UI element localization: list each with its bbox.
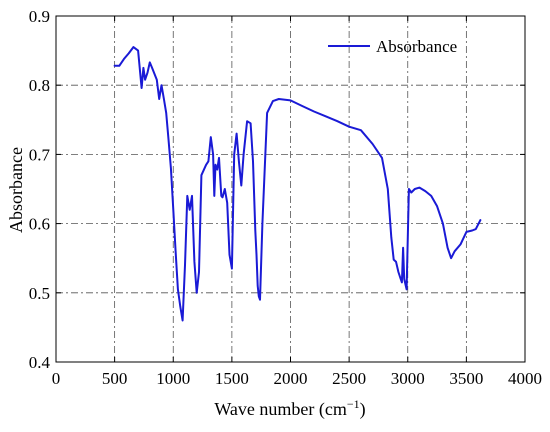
y-tick-label: 0.7 [29,145,51,164]
x-axis-label-close: ) [360,399,366,420]
x-tick-labels: 0 500 1000 1500 2000 2500 3000 3500 4000 [52,369,542,388]
x-tick-label: 1500 [215,369,249,388]
x-tick-label: 500 [102,369,128,388]
x-tick-label: 1000 [156,369,190,388]
y-tick-labels: 0.4 0.5 0.6 0.7 0.8 0.9 [29,7,51,372]
x-tick-label: 2000 [274,369,308,388]
x-axis-label-superscript: −1 [347,397,360,411]
axis-ticks [55,15,526,363]
grid [56,16,525,362]
y-tick-label: 0.8 [29,76,50,95]
x-tick-label: 3500 [449,369,483,388]
x-tick-label: 4000 [508,369,542,388]
x-axis-label-text: Wave number (cm [214,399,347,420]
legend: Absorbance [328,37,457,56]
x-axis-label: Wave number (cm−1) [214,397,365,420]
series-line-absorbance [113,46,482,322]
x-tick-label: 2500 [332,369,366,388]
x-tick-label: 0 [52,369,61,388]
x-tick-label: 3000 [391,369,425,388]
legend-label-absorbance: Absorbance [376,37,457,56]
y-axis-label: Absorbance [6,147,26,233]
y-tick-label: 0.4 [29,353,51,372]
y-tick-label: 0.9 [29,7,50,26]
y-tick-label: 0.5 [29,284,50,303]
y-tick-label: 0.6 [29,215,50,234]
